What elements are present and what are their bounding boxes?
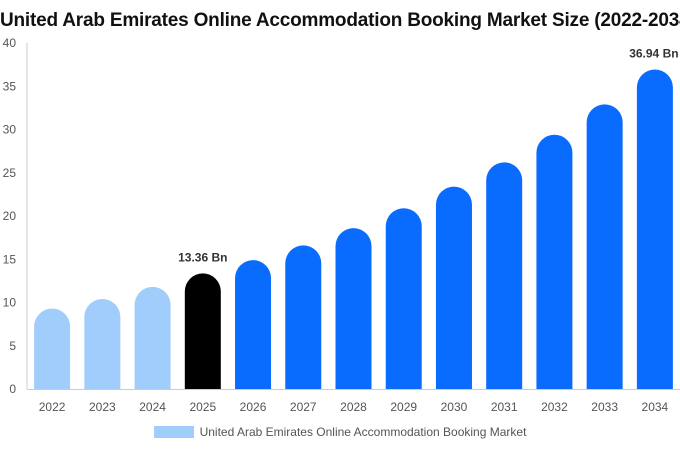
bars bbox=[34, 69, 673, 390]
bar-2030 bbox=[435, 186, 472, 389]
bar-2032 bbox=[536, 134, 573, 389]
data-label: 13.36 Bn bbox=[178, 250, 227, 264]
bar-2023 bbox=[84, 299, 121, 389]
y-tick-label: 20 bbox=[3, 209, 17, 223]
bar-2029 bbox=[385, 208, 422, 389]
bar-2024 bbox=[134, 286, 171, 389]
legend-label: United Arab Emirates Online Accommodatio… bbox=[199, 425, 527, 439]
y-tick-label: 0 bbox=[9, 382, 16, 396]
y-axis: 0 5 10 15 20 25 30 35 40 bbox=[3, 36, 28, 396]
chart-title: United Arab Emirates Online Accommodatio… bbox=[0, 10, 680, 31]
x-tick-label: 2031 bbox=[491, 400, 518, 414]
x-tick-label: 2027 bbox=[290, 400, 317, 414]
x-tick-label: 2023 bbox=[89, 400, 116, 414]
x-tick-label: 2030 bbox=[441, 400, 468, 414]
x-tick-label: 2022 bbox=[39, 400, 66, 414]
y-tick-label: 35 bbox=[3, 79, 17, 93]
y-tick-label: 30 bbox=[3, 123, 17, 137]
x-tick-label: 2033 bbox=[591, 400, 618, 414]
data-labels: 13.36 Bn 36.94 Bn bbox=[178, 46, 678, 264]
legend-swatch bbox=[153, 426, 194, 438]
y-tick-label: 25 bbox=[3, 166, 17, 180]
x-tick-label: 2025 bbox=[189, 400, 216, 414]
data-label: 36.94 Bn bbox=[629, 46, 678, 60]
x-tick-label: 2034 bbox=[642, 400, 669, 414]
bar-2026 bbox=[235, 260, 272, 389]
x-tick-label: 2032 bbox=[541, 400, 568, 414]
legend: United Arab Emirates Online Accommodatio… bbox=[0, 425, 680, 439]
bar-2028 bbox=[335, 228, 372, 389]
x-axis: 2022 2023 2024 2025 2026 2027 2028 2029 2030 2031… bbox=[27, 389, 680, 414]
x-tick-label: 2024 bbox=[139, 400, 166, 414]
bar-2027 bbox=[285, 245, 322, 389]
x-tick-label: 2029 bbox=[390, 400, 417, 414]
y-tick-label: 15 bbox=[3, 252, 17, 266]
y-tick-label: 40 bbox=[3, 36, 17, 50]
x-tick-label: 2028 bbox=[340, 400, 367, 414]
x-tick-label: 2026 bbox=[240, 400, 267, 414]
bar-2034 bbox=[636, 69, 673, 390]
bar-2033 bbox=[586, 104, 623, 389]
bar-2031 bbox=[486, 162, 523, 389]
bar-2025 bbox=[184, 273, 221, 389]
bar-2022 bbox=[34, 308, 71, 389]
y-tick-label: 10 bbox=[3, 296, 17, 310]
y-tick-label: 5 bbox=[9, 339, 16, 353]
